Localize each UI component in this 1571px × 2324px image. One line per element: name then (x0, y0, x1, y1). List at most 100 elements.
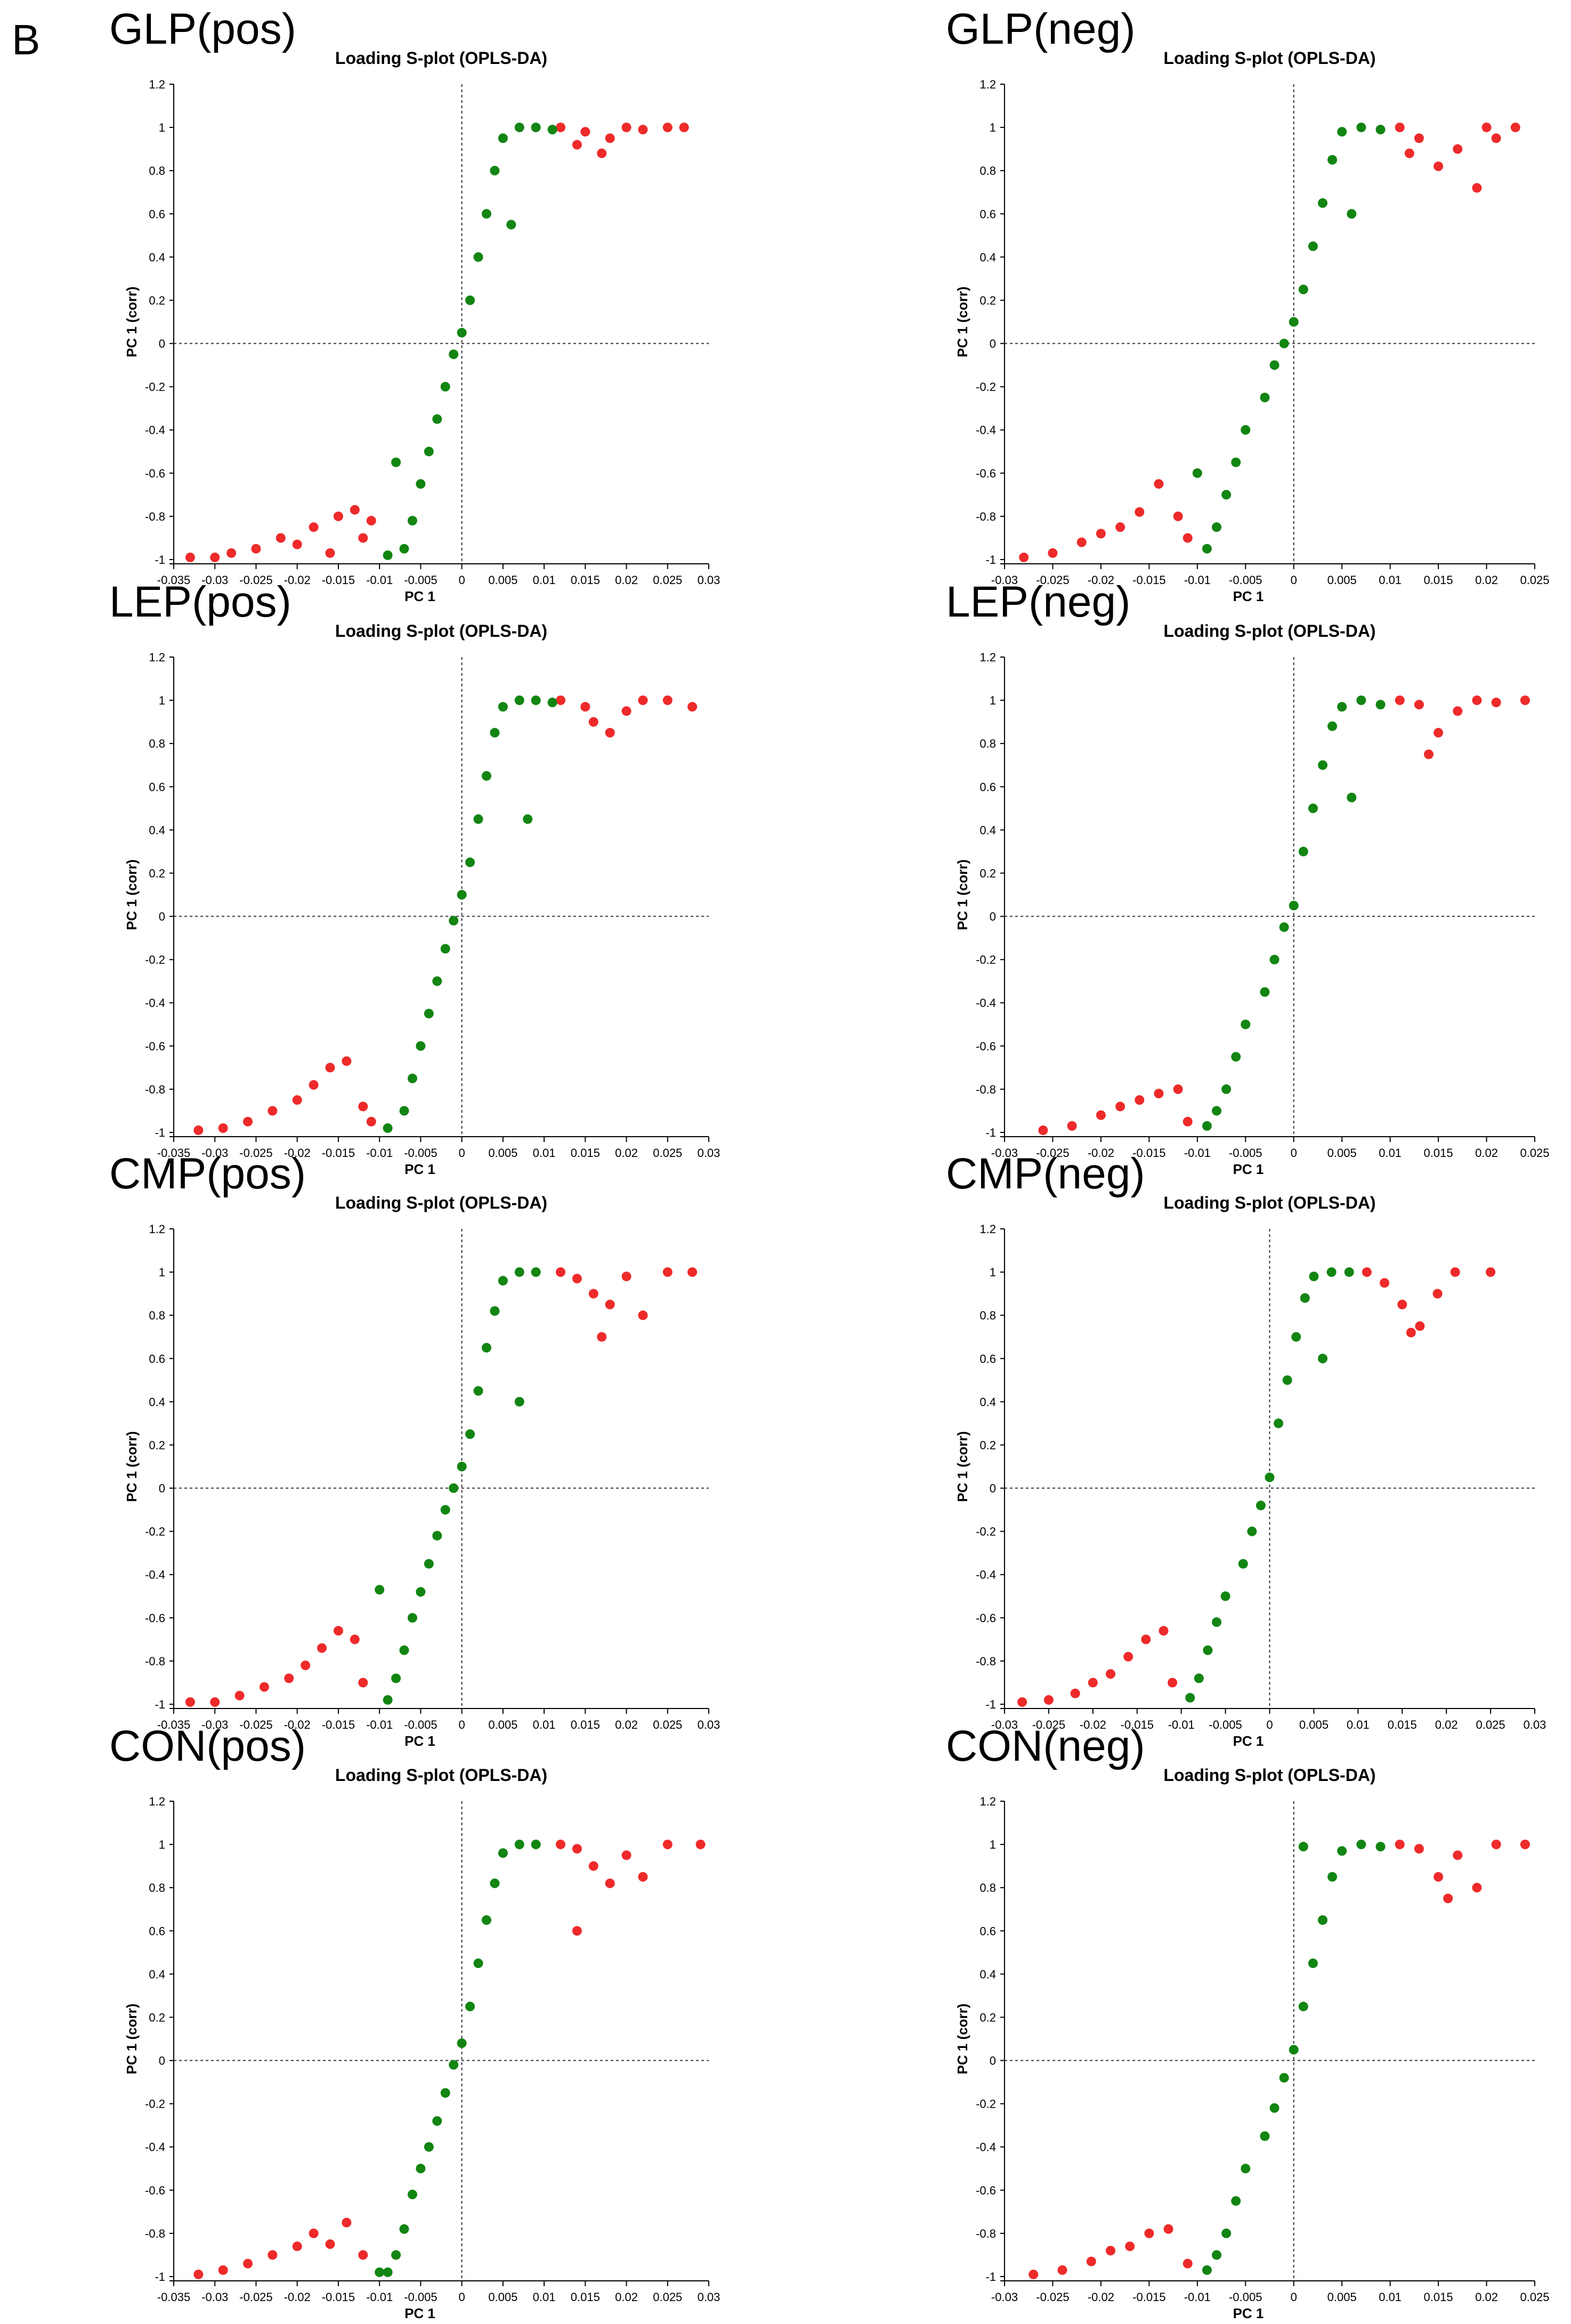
data-point (1434, 1872, 1444, 1882)
data-point (1326, 1267, 1337, 1277)
y-tick-label: 1.2 (979, 1795, 996, 1808)
data-point (1424, 749, 1434, 759)
y-tick-label: -0.6 (976, 1040, 996, 1053)
data-point (1096, 529, 1106, 539)
x-tick-label: -0.03 (201, 573, 228, 587)
x-tick-label: 0.025 (653, 573, 682, 587)
data-point (1185, 1693, 1195, 1703)
plot-title: Loading S-plot (OPLS-DA) (335, 48, 547, 68)
y-tick-label: 0.4 (979, 1395, 996, 1408)
x-tick-label: -0.025 (1036, 1146, 1069, 1160)
x-tick-label: -0.01 (366, 1146, 393, 1160)
data-point (1183, 533, 1193, 543)
data-point (1291, 1332, 1301, 1342)
x-tick-label: 0.01 (533, 2290, 556, 2304)
data-point (350, 1634, 360, 1645)
data-point (481, 771, 491, 781)
data-point (391, 457, 401, 467)
series-significant (1038, 695, 1530, 1135)
data-point (1337, 702, 1347, 712)
x-tick-label: 0.025 (653, 1146, 682, 1160)
y-tick-label: 0.8 (149, 1309, 165, 1322)
data-point (309, 522, 319, 532)
data-point (268, 1106, 278, 1116)
data-point (1406, 1327, 1416, 1338)
data-point (1309, 1272, 1319, 1282)
data-point (1221, 2228, 1232, 2238)
x-tick-label: 0.02 (1475, 1146, 1498, 1160)
x-tick-label: 0.02 (615, 1718, 638, 1731)
x-axis-label: PC 1 (404, 1733, 435, 1749)
y-tick-label: -1 (155, 553, 165, 566)
plot-title: Loading S-plot (OPLS-DA) (1163, 1193, 1375, 1212)
x-tick-label: 0 (458, 1718, 465, 1731)
y-tick-label: -1 (985, 1698, 996, 1711)
y-tick-label: 1 (159, 1838, 165, 1851)
data-point (662, 695, 673, 706)
data-point (424, 447, 434, 457)
y-tick-label: 0.2 (979, 294, 996, 307)
x-axis-label: PC 1 (1233, 1161, 1264, 1177)
data-point (1491, 1840, 1501, 1850)
data-point (1043, 1695, 1054, 1705)
data-point (465, 1429, 475, 1439)
data-point (1269, 360, 1280, 370)
data-point (234, 1690, 245, 1701)
x-tick-label: 0.01 (1379, 1146, 1402, 1160)
x-tick-label: 0.01 (533, 1718, 556, 1731)
x-tick-label: 0.005 (488, 2290, 517, 2304)
y-tick-label: -0.8 (976, 2227, 996, 2240)
data-point (1141, 1634, 1151, 1645)
x-tick-label: -0.025 (1032, 1718, 1065, 1731)
y-tick-label: -0.2 (976, 1525, 996, 1538)
data-point (1415, 1321, 1425, 1331)
data-point (514, 1267, 524, 1277)
data-point (218, 2265, 228, 2275)
series-significant (1019, 123, 1520, 562)
data-point (383, 2267, 393, 2277)
x-tick-label: -0.025 (239, 1146, 272, 1160)
data-point (1298, 846, 1308, 856)
series-non-significant (383, 695, 557, 1133)
data-point (375, 1585, 385, 1595)
y-tick-label: 0 (990, 2054, 996, 2068)
y-tick-label: 0.6 (149, 207, 165, 221)
y-tick-label: -0.4 (976, 997, 996, 1010)
data-point (1194, 1673, 1204, 1683)
data-point (1173, 511, 1183, 521)
x-tick-label: 0.01 (1379, 2290, 1402, 2304)
y-tick-label: -0.2 (976, 2098, 996, 2111)
x-axis-label: PC 1 (1233, 1733, 1264, 1749)
data-point (210, 552, 220, 562)
data-point (662, 1267, 673, 1277)
y-tick-label: 1.2 (979, 1222, 996, 1236)
data-point (457, 1462, 467, 1471)
data-point (1356, 695, 1366, 706)
data-point (687, 1267, 698, 1277)
data-point (432, 414, 442, 424)
data-point (407, 1613, 417, 1623)
data-point (514, 1840, 524, 1850)
y-tick-label: 1 (159, 1266, 165, 1279)
data-point (1260, 392, 1270, 402)
data-point (366, 1116, 376, 1127)
data-point (490, 727, 500, 738)
x-tick-label: -0.015 (1132, 1146, 1165, 1160)
data-point (1282, 1375, 1292, 1385)
series-significant (193, 1840, 706, 2279)
data-point (1265, 1472, 1275, 1483)
y-tick-label: -0.6 (976, 1612, 996, 1625)
y-tick-label: 0.4 (149, 1967, 165, 1981)
x-tick-label: -0.01 (1184, 573, 1211, 587)
data-point (1481, 123, 1492, 133)
x-tick-label: -0.02 (284, 1146, 311, 1160)
data-point (1327, 1872, 1338, 1882)
x-tick-label: -0.015 (322, 573, 355, 587)
data-point (621, 1850, 631, 1860)
data-point (1212, 522, 1221, 532)
data-point (251, 544, 261, 554)
data-point (325, 548, 335, 558)
data-point (1279, 338, 1289, 349)
y-tick-label: 0.4 (979, 823, 996, 837)
data-point (424, 1559, 434, 1569)
